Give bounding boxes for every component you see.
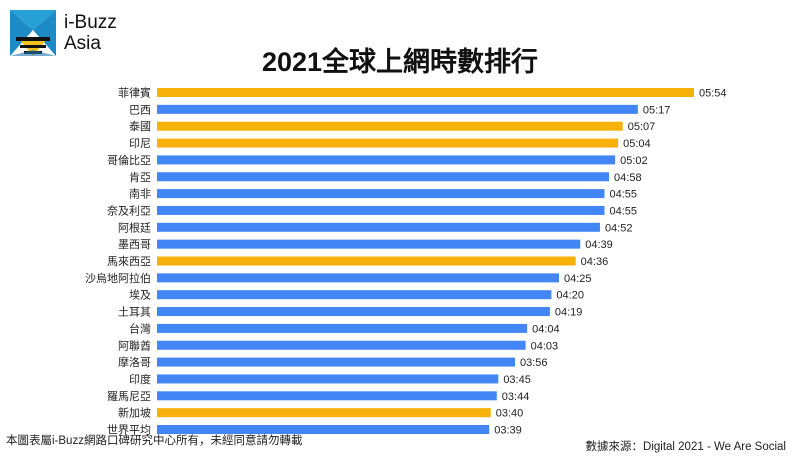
chart-title: 2021全球上網時數排行 [261, 47, 539, 77]
category-label: 摩洛哥 [118, 355, 151, 369]
bar [157, 357, 515, 367]
value-label: 04:20 [556, 290, 584, 302]
bar [157, 172, 610, 182]
category-label: 印尼 [129, 137, 151, 150]
value-label: 05:17 [643, 104, 671, 116]
value-label: 04:04 [532, 323, 560, 335]
value-label: 04:25 [564, 273, 592, 285]
category-label: 羅馬尼亞 [107, 390, 151, 403]
value-label: 03:39 [494, 425, 522, 437]
bar [157, 374, 499, 384]
value-label: 05:02 [620, 155, 648, 167]
category-label: 土耳其 [118, 306, 151, 319]
category-label: 奈及利亞 [107, 203, 151, 217]
bar [157, 155, 616, 165]
bar [157, 205, 605, 215]
category-label: 泰國 [129, 119, 151, 133]
brand-line1: i-Buzz [64, 12, 117, 33]
data-source: 數據來源：Digital 2021 - We Are Social [585, 441, 786, 453]
bar [157, 121, 623, 131]
category-label: 沙烏地阿拉伯 [85, 271, 151, 285]
value-label: 04:36 [581, 256, 609, 268]
bar [157, 104, 638, 114]
category-label: 阿聯酋 [118, 338, 151, 352]
value-label: 03:56 [520, 357, 548, 369]
category-label: 馬來西亞 [107, 255, 151, 268]
category-label: 墨西哥 [118, 238, 151, 251]
bar [157, 88, 694, 97]
bar [157, 189, 605, 199]
brand-line2: Asia [64, 33, 101, 54]
value-label: 04:39 [585, 239, 613, 251]
value-label: 05:07 [628, 121, 656, 133]
value-label: 04:03 [531, 340, 559, 352]
value-label: 03:40 [496, 408, 524, 420]
copyright-note: 本圖表屬i-Buzz網路口碑研究中心所有，未經同意請勿轉載 [6, 435, 303, 447]
value-label: 04:55 [610, 205, 638, 217]
category-label: 台灣 [129, 321, 151, 335]
value-label: 04:52 [605, 222, 633, 234]
bar [157, 290, 552, 300]
bar [157, 307, 550, 317]
category-label: 印度 [129, 372, 151, 386]
value-label: 04:55 [610, 189, 638, 201]
bar [157, 273, 559, 283]
category-label: 哥倫比亞 [107, 153, 151, 167]
bar [157, 425, 490, 434]
category-label: 巴西 [129, 104, 151, 116]
brand-name: i-Buzz Asia [64, 12, 117, 54]
category-label: 新加坡 [118, 406, 151, 420]
bar [157, 222, 600, 232]
value-label: 03:45 [503, 374, 531, 386]
value-label: 05:04 [623, 138, 651, 150]
bar [157, 340, 526, 350]
category-label: 阿根廷 [118, 220, 151, 234]
bar [157, 323, 528, 333]
category-label: 南非 [129, 188, 151, 201]
value-label: 03:44 [502, 391, 530, 403]
category-label: 埃及 [129, 288, 151, 302]
bar [157, 239, 581, 249]
category-label: 世界平均 [107, 424, 151, 437]
bar [157, 256, 576, 266]
value-label: 04:58 [614, 172, 642, 184]
value-label: 05:54 [699, 88, 727, 100]
ibuzz-bee-logo-icon [10, 10, 56, 56]
value-label: 04:19 [555, 307, 583, 319]
bar [157, 391, 497, 401]
category-label: 肯亞 [129, 171, 151, 184]
bar [157, 408, 491, 418]
category-label: 菲律賓 [118, 86, 151, 100]
bar [157, 138, 619, 148]
